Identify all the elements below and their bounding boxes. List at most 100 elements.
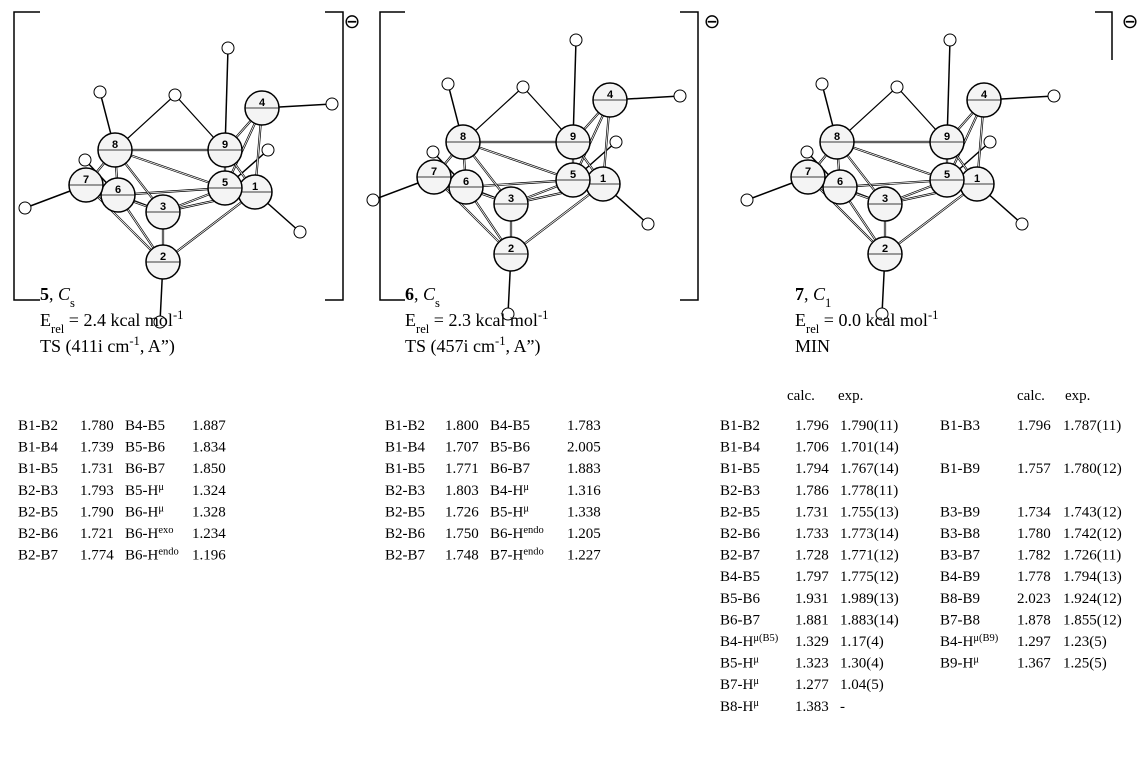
table-cell: B3-B8 — [940, 526, 980, 542]
h-atom — [891, 81, 903, 93]
table-cell: 1.701(14) — [840, 440, 899, 456]
text-part: B5-H — [125, 483, 159, 499]
h-atom — [674, 90, 686, 102]
table-cell: 1.775(12) — [840, 569, 899, 585]
table-cell: 1.778 — [1017, 569, 1051, 585]
bracket — [325, 12, 343, 300]
table-cell: B2-B5 — [720, 504, 760, 520]
text-part: B6-H — [125, 504, 159, 520]
table-cell: 1.796 — [1017, 418, 1051, 434]
table-cell: 1.787(11) — [1063, 418, 1121, 434]
table-cell: 1.328 — [192, 504, 226, 520]
h-atom — [427, 146, 439, 158]
h-atom — [262, 144, 274, 156]
table-cell: 1.196 — [192, 548, 226, 564]
state: TS (411i cm-1, A”) — [40, 334, 175, 357]
table-cell: B5-Hμ — [125, 481, 164, 499]
text-part: μ — [973, 654, 979, 665]
bridge-bond — [463, 87, 573, 142]
structure-label: 7, C1 — [795, 284, 831, 310]
text-part: B6-H — [125, 526, 159, 542]
table-cell: 1.780 — [80, 418, 114, 434]
h-atom — [1016, 218, 1028, 230]
table-cell: 1.205 — [567, 526, 601, 542]
text-part: s — [435, 296, 440, 310]
table-cell: 1.367 — [1017, 656, 1051, 672]
text-part: μ — [753, 654, 759, 665]
table-cell: 1.782 — [1017, 548, 1051, 564]
text-part: B7-H — [490, 548, 524, 564]
table-cell: B2-B7 — [385, 548, 426, 564]
atom-label: 6 — [837, 176, 843, 188]
atom-label: 5 — [570, 169, 576, 181]
table-cell: B5-Hμ — [490, 503, 529, 521]
table-cell: 1.855(12) — [1063, 612, 1122, 628]
table-cell: B8-Hμ — [720, 697, 759, 715]
table-cell: B1-B4 — [720, 440, 761, 456]
text-part: μ — [753, 676, 759, 687]
text-part: 7 — [795, 284, 804, 304]
h-atom — [442, 78, 454, 90]
text-part: μ(B9) — [973, 633, 998, 644]
atom-label: 9 — [944, 131, 950, 143]
energy: Erel = 2.4 kcal mol-1 — [40, 308, 183, 336]
table-cell: B2-B5 — [385, 504, 425, 520]
text-part: B8-H — [720, 699, 754, 715]
atom-label: 1 — [252, 181, 258, 193]
text-part: μ(B5) — [753, 633, 778, 644]
table-cell: 2.005 — [567, 440, 601, 456]
table-cell: B1-B2 — [18, 418, 58, 434]
atom-label: 4 — [259, 97, 266, 109]
table-cell: 1.277 — [795, 677, 829, 693]
text-part: , — [804, 284, 813, 304]
text-part: B7-H — [720, 677, 754, 693]
table-cell: 1.383 — [795, 699, 829, 715]
table-cell: 1.878 — [1017, 612, 1051, 628]
h-atom — [642, 218, 654, 230]
table-cell: B1-B4 — [18, 440, 59, 456]
atom-label: 8 — [112, 139, 118, 151]
text-part: B5-H — [720, 656, 754, 672]
atom-label: 8 — [460, 131, 466, 143]
table-cell: B4-B9 — [940, 569, 980, 585]
figure: 123456789⊖5, CsErel = 2.4 kcal mol-1TS (… — [0, 0, 1143, 757]
atom-label: 2 — [882, 243, 888, 255]
atom-label: 4 — [607, 89, 614, 101]
text-part: -1 — [928, 308, 939, 322]
table-cell: 1.329 — [795, 634, 829, 650]
atom-label: 1 — [974, 173, 980, 185]
table-cell: 1.794 — [795, 461, 829, 477]
table-cell: 1.755(13) — [840, 504, 899, 520]
table-cell: 1.778(11) — [840, 483, 898, 499]
table-cell: B7-Hendo — [490, 546, 544, 564]
table-cell: 1.797 — [795, 569, 829, 585]
table-cell: B2-B5 — [18, 504, 58, 520]
table-cell: 1.227 — [567, 548, 601, 564]
text-part: rel — [51, 322, 65, 336]
table-cell: 1.742(12) — [1063, 526, 1122, 542]
atom-label: 4 — [981, 89, 988, 101]
h-atom — [984, 136, 996, 148]
text-part: endo — [523, 546, 543, 557]
table-cell: B1-B9 — [940, 461, 980, 477]
text-part: = 2.4 kcal mol — [64, 310, 173, 330]
table-cell: 1.783 — [567, 418, 601, 434]
text-part: , A”) — [140, 336, 175, 357]
text-part: B4-H — [490, 483, 524, 499]
bracket — [380, 12, 405, 300]
text-part: B6-H — [125, 548, 159, 564]
table-cell: B4-Hμ — [490, 481, 529, 499]
bracket — [680, 12, 698, 300]
table-cell: B1-B5 — [385, 461, 425, 477]
h-atom — [222, 42, 234, 54]
text-part: -1 — [495, 334, 506, 348]
charge: ⊖ — [704, 11, 721, 33]
h-atom — [367, 194, 379, 206]
atom-label: 5 — [222, 177, 228, 189]
table-cell: B5-B6 — [490, 440, 531, 456]
h-atom — [294, 226, 306, 238]
text-part: μ — [158, 481, 164, 492]
table-cell: B2-B7 — [18, 548, 59, 564]
table-cell: 1.726(11) — [1063, 548, 1121, 564]
